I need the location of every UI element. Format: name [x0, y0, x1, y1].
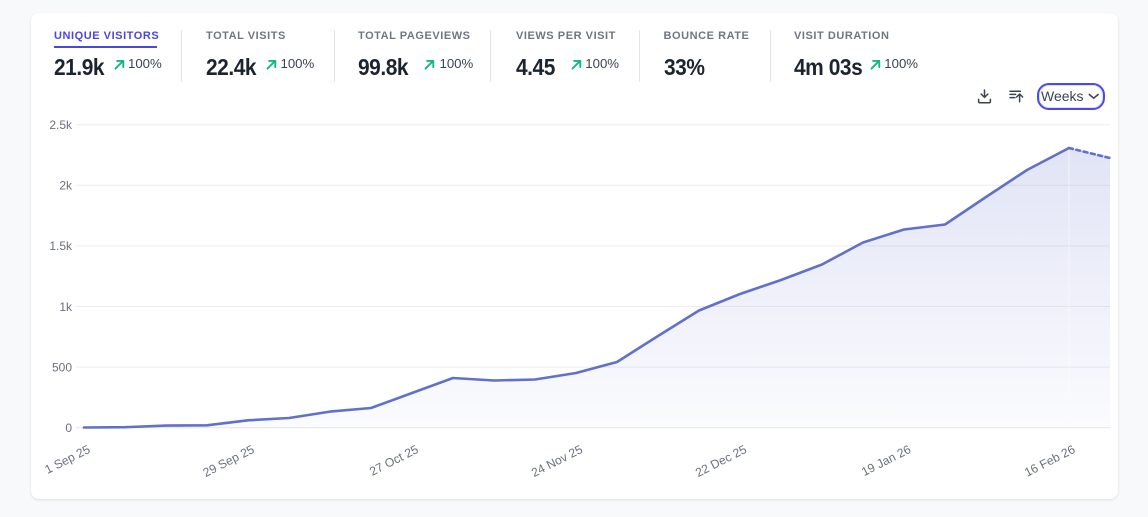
svg-text:29 Sep 25: 29 Sep 25	[201, 442, 257, 480]
svg-text:500: 500	[52, 360, 72, 374]
svg-text:19 Jan 26: 19 Jan 26	[859, 442, 913, 479]
svg-text:2k: 2k	[59, 179, 73, 193]
svg-text:24 Nov 25: 24 Nov 25	[529, 442, 585, 480]
svg-text:0: 0	[65, 421, 72, 435]
svg-text:1 Sep 25: 1 Sep 25	[43, 442, 93, 477]
svg-text:2.5k: 2.5k	[49, 118, 73, 132]
svg-text:27 Oct 25: 27 Oct 25	[367, 442, 421, 479]
svg-text:1.5k: 1.5k	[49, 239, 73, 253]
svg-text:22 Dec 25: 22 Dec 25	[693, 442, 749, 480]
svg-text:1k: 1k	[59, 300, 73, 314]
svg-text:16 Feb 26: 16 Feb 26	[1022, 442, 1077, 479]
